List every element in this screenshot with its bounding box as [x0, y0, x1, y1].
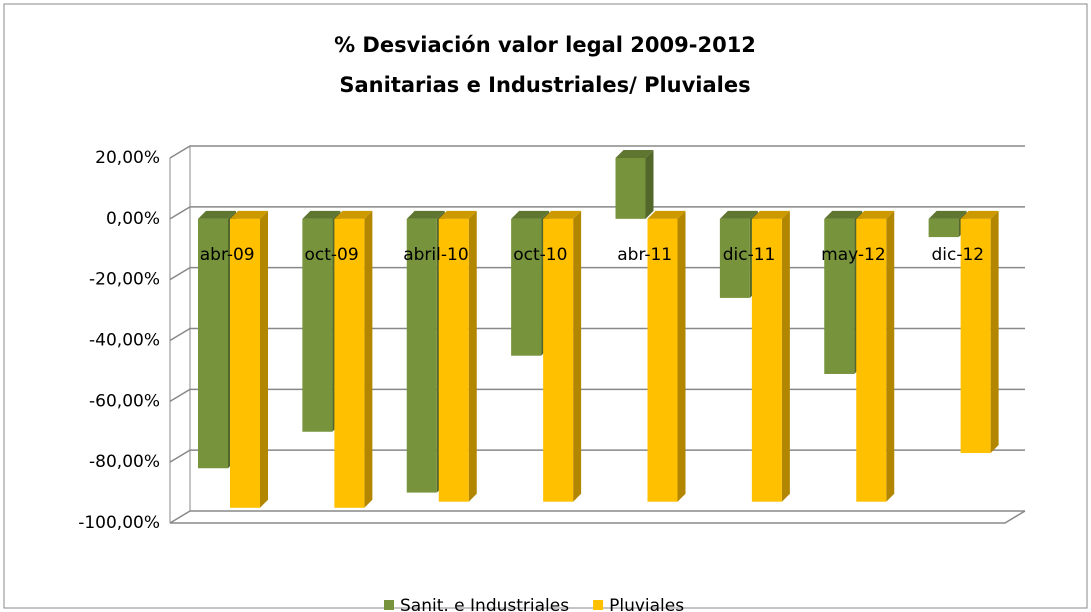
x-tick-label: oct-09 — [304, 245, 358, 265]
bar-top — [511, 210, 550, 219]
bar-top — [751, 210, 790, 219]
bar — [856, 218, 887, 502]
bar — [438, 218, 469, 502]
x-tick-label: abr-11 — [617, 245, 672, 265]
y-tick-label: -40,00% — [89, 331, 160, 351]
bar — [334, 218, 365, 508]
bar-top — [928, 210, 967, 219]
grid-line — [169, 145, 1025, 159]
bar — [198, 218, 228, 469]
x-tick-label: abril-10 — [403, 245, 468, 265]
bar-top — [302, 210, 341, 219]
bar-top — [647, 210, 686, 219]
bar — [406, 218, 437, 493]
bar-top — [856, 210, 895, 219]
bar — [824, 218, 855, 374]
bar — [719, 218, 750, 298]
bar-top — [334, 210, 373, 219]
x-tick-label: dic-11 — [723, 245, 776, 265]
bar-top — [438, 210, 477, 219]
bar-top — [615, 150, 654, 158]
chart-subtitle: Sanitarias e Industriales/ Pluviales — [339, 73, 750, 97]
y-tick-label: -20,00% — [89, 270, 160, 290]
bar-side — [468, 210, 477, 502]
bar-side — [573, 210, 582, 502]
bar — [928, 218, 959, 238]
bar — [302, 218, 333, 432]
bar-top — [230, 210, 268, 219]
grid-line — [169, 388, 1025, 402]
bar-side — [990, 210, 999, 454]
grid-line — [169, 510, 1025, 524]
bar-top — [198, 210, 236, 219]
bar-top — [719, 210, 758, 219]
chart-title: % Desviación valor legal 2009-2012 — [334, 33, 756, 57]
bar-top — [406, 210, 445, 219]
bar-top — [960, 210, 999, 219]
bar — [647, 218, 678, 502]
legend-swatch — [384, 600, 394, 610]
bar — [751, 218, 782, 502]
y-tick-label: 0,00% — [106, 209, 160, 229]
x-tick-label: oct-10 — [513, 245, 567, 265]
bar — [615, 158, 646, 219]
y-tick-label: -80,00% — [89, 452, 160, 472]
bar-side — [645, 150, 654, 219]
legend-label: Sanit. e Industriales — [400, 596, 569, 612]
y-tick-label: -100,00% — [78, 513, 160, 533]
grid-line — [169, 449, 1025, 463]
x-tick-label: may-12 — [821, 245, 886, 265]
bar — [960, 218, 991, 454]
bar — [543, 218, 574, 502]
bar — [511, 218, 542, 356]
legend-label: Pluviales — [609, 596, 684, 612]
floor-edge — [170, 510, 1026, 524]
bar-side — [781, 210, 790, 502]
bar-side — [886, 210, 895, 502]
bar-side — [260, 210, 268, 508]
y-tick-label: 20,00% — [95, 148, 160, 168]
bar-side — [677, 210, 686, 502]
bar-top — [543, 210, 582, 219]
y-tick-label: -60,00% — [89, 391, 160, 411]
bar-top — [824, 210, 863, 219]
grid-line — [169, 327, 1025, 342]
x-tick-label: abr-09 — [200, 245, 255, 265]
legend-swatch — [593, 600, 604, 610]
grid-line — [169, 206, 1025, 220]
bar-side — [364, 210, 373, 508]
x-tick-label: dic-12 — [931, 245, 984, 265]
bar — [230, 218, 260, 508]
